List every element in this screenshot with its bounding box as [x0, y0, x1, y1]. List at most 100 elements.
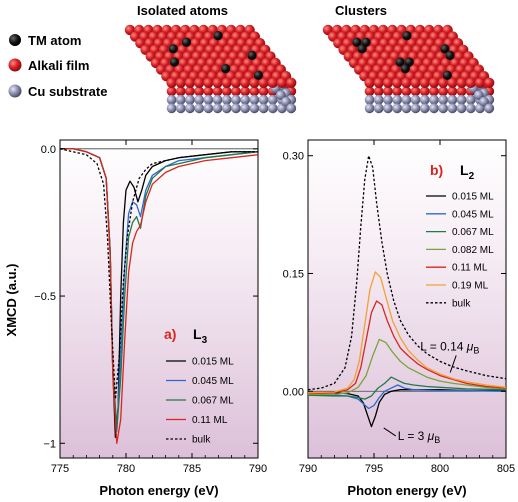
y-tick-label: 0.00 — [283, 386, 304, 398]
cu-substrate-atom — [258, 103, 269, 114]
cu-substrate-atom — [364, 94, 375, 105]
tm-atom — [361, 37, 371, 47]
legend-entry-label: 0.015 ML — [452, 192, 494, 203]
tm-atom — [404, 57, 414, 67]
tm-atom — [168, 44, 178, 54]
cu-substrate-atom — [438, 94, 449, 105]
tm-atom — [213, 30, 223, 41]
cu-substrate-atom — [240, 103, 251, 114]
panel-b-edge-label: L2 — [460, 162, 475, 182]
cu-substrate-atom — [392, 103, 403, 114]
cu-substrate-atom — [267, 94, 278, 105]
series-line — [308, 338, 506, 396]
cu-substrate-atom — [194, 94, 205, 105]
cu-substrate-atom — [447, 103, 458, 114]
alkali-film-atom — [438, 86, 449, 97]
y-tick-label: 0.0 — [41, 144, 56, 156]
panel-b-x-axis-label: Photon energy (eV) — [347, 483, 466, 498]
legend-entry-label: 0.045 ML — [192, 376, 234, 387]
tm-atom — [445, 50, 455, 61]
cu-substrate-atom — [194, 103, 205, 114]
alkali-film-atom — [382, 77, 394, 89]
x-tick-label: 790 — [299, 463, 317, 475]
alkali-film-atom — [410, 77, 421, 89]
alkali-film-atom — [447, 77, 458, 89]
panel-b-label: b) — [430, 162, 443, 178]
alkali-film-atom — [484, 77, 495, 89]
clusters-title: Clusters — [335, 3, 387, 18]
tm-atom — [181, 37, 191, 47]
alkali-film-atom — [474, 77, 486, 89]
alkali-film-atom — [401, 86, 412, 97]
alkali-film-atom — [203, 77, 214, 89]
alkali-film-atom — [221, 86, 232, 97]
alkali-film-atom — [428, 77, 440, 89]
alkali-film-atom — [392, 86, 403, 97]
cu-substrate-atom — [473, 90, 484, 100]
alkali-film-atom — [373, 77, 384, 89]
tm-atom — [357, 44, 367, 54]
legend-entry-label: 0.082 ML — [452, 245, 494, 256]
legend-entry-label: 0.067 ML — [452, 227, 494, 238]
y-tick-label: −1 — [43, 438, 56, 450]
cu-substrate-atom — [392, 94, 403, 105]
alkali-film-atom — [410, 86, 421, 97]
cu-substrate-atom — [419, 94, 430, 105]
y-tick-label: 0.15 — [283, 268, 304, 280]
alkali-film-atom — [364, 86, 375, 97]
alkali-film-atom — [221, 77, 232, 89]
isolated-atoms-slab-illustration — [124, 24, 297, 114]
cu-substrate-atom — [465, 103, 476, 114]
cu-substrate-atom — [185, 103, 195, 114]
cu-substrate-atom — [212, 103, 223, 114]
moment-annotation: L = 0.14 μB — [420, 339, 479, 355]
cu-atom-icon — [8, 84, 22, 98]
cu-substrate-atom — [249, 103, 260, 114]
panel-a-edge-label: L3 — [193, 326, 208, 346]
alkali-film-atom — [166, 77, 177, 89]
annotation-pointer — [383, 427, 397, 437]
alkali-film-atom — [203, 86, 214, 97]
x-tick-label: 775 — [51, 463, 69, 475]
y-tick-label: 0.30 — [283, 151, 304, 163]
alkali-film-atom — [392, 77, 403, 89]
clusters-slab-illustration — [322, 24, 495, 114]
cu-substrate-atom — [383, 103, 393, 114]
alkali-film-atom — [401, 77, 412, 89]
cu-substrate-atom — [410, 94, 421, 105]
alkali-film-atom — [258, 77, 269, 89]
legend-entry-label: 0.11 ML — [192, 415, 228, 426]
alkali-film-atom — [230, 77, 242, 89]
alkali-film-atom — [465, 77, 476, 89]
top-legend: TM atom Alkali film Cu substrate — [8, 33, 107, 99]
alkali-film-atom — [364, 77, 375, 89]
cu-substrate-atom — [221, 103, 232, 114]
panel-a-plot-area — [59, 139, 259, 459]
tm-atom-icon — [9, 34, 21, 46]
cu-substrate-atom — [383, 94, 393, 105]
panel-a-l3-chart: 775 780 785 790 0.0 −0.5 −1 a) L3 0.015 ML 0.04… — [4, 139, 267, 498]
cu-substrate-atom — [401, 94, 412, 105]
y-tick-label: −0.5 — [34, 291, 56, 303]
cu-substrate-atom — [465, 94, 476, 105]
cu-substrate-atom — [258, 94, 269, 105]
cu-substrate-atom — [429, 103, 439, 114]
alkali-film-atom — [447, 86, 458, 97]
series-line — [308, 300, 506, 395]
alkali-film-atom — [258, 86, 269, 97]
alkali-film-atom — [166, 86, 177, 97]
annotation-pointer — [449, 355, 457, 373]
legend-entry-label: 0.19 ML — [452, 281, 489, 292]
legend-tm-atom-label: TM atom — [28, 33, 81, 48]
series-line — [308, 155, 506, 391]
cu-substrate-atom — [456, 103, 467, 114]
alkali-atom-icon — [8, 58, 22, 72]
legend-cu-substrate-label: Cu substrate — [28, 84, 107, 99]
cu-substrate-atom — [166, 103, 177, 114]
panel-a-legend: 0.015 ML 0.045 ML 0.067 ML 0.11 ML bulk — [166, 357, 234, 446]
tm-atom — [169, 57, 179, 67]
alkali-film-atom — [185, 86, 195, 97]
alkali-film-atom — [249, 86, 260, 97]
cu-substrate-atom — [373, 103, 384, 114]
